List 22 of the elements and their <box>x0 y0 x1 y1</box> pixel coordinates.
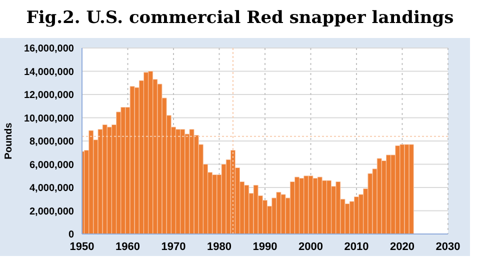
y-tick-label: 2,000,000 <box>30 206 74 218</box>
bar <box>294 176 300 234</box>
bar <box>386 154 391 234</box>
x-tick-label: 1990 <box>252 240 278 253</box>
y-tick-label: 16,000,000 <box>24 44 74 55</box>
chart-title: Fig.2. U.S. commercial Red snapper landings <box>25 7 455 30</box>
y-tick-label: 0 <box>68 230 74 241</box>
x-tick-label: 2030 <box>436 240 460 253</box>
y-tick-label: 14,000,000 <box>24 66 74 78</box>
x-tick-label: 1970 <box>161 240 186 253</box>
x-tick-label: 1950 <box>70 240 94 253</box>
y-axis-title: Pounds <box>4 122 15 160</box>
x-tick-label: 1980 <box>207 240 232 253</box>
x-tick-label: 2000 <box>298 240 323 253</box>
y-tick-label: 10,000,000 <box>24 113 74 124</box>
x-tick-label: 2020 <box>390 240 414 253</box>
x-tick-label: 1960 <box>116 240 140 253</box>
y-tick-label: 8,000,000 <box>30 136 74 148</box>
x-tick-label: 2010 <box>344 240 369 253</box>
y-tick-label: 12,000,000 <box>24 90 74 102</box>
y-tick-label: 4,000,000 <box>30 183 74 194</box>
y-tick-label: 6,000,000 <box>30 160 74 171</box>
